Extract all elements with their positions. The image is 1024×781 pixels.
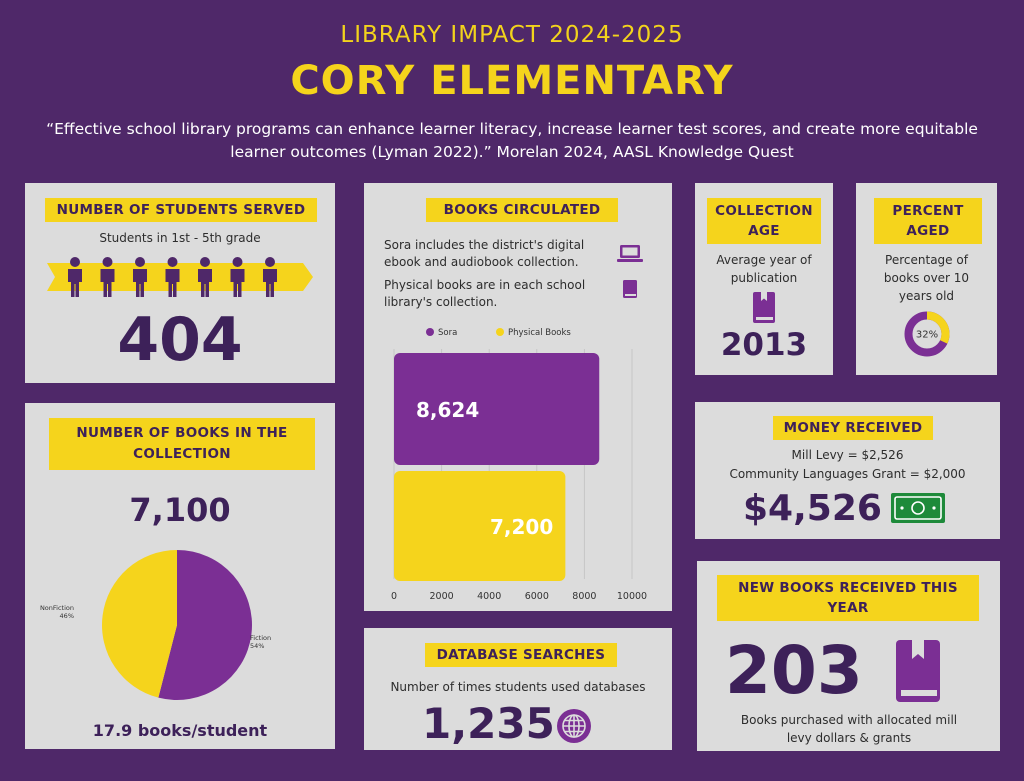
pie-label: NonFiction: [40, 604, 74, 612]
x-tick-label: 8000: [572, 591, 596, 602]
students-desc: Students in 1st - 5th grade: [99, 231, 261, 245]
page-title: CORY ELEMENTARY: [290, 58, 734, 104]
x-tick-label: 0: [391, 591, 397, 602]
person-icon: [263, 257, 277, 297]
globe-icon: [557, 709, 591, 743]
bar-data-label: 8,624: [416, 398, 479, 422]
money-tag: MONEY RECEIVED: [773, 416, 933, 440]
age-value: 2013: [720, 327, 808, 363]
students-tag: NUMBER OF STUDENTS SERVED: [45, 198, 317, 222]
x-tick-label: 6000: [525, 591, 549, 602]
collection-panel: NUMBER OF BOOKS IN THE COLLECTION 7,100 …: [25, 403, 335, 749]
person-icon: [230, 257, 245, 297]
collection-tag: NUMBER OF BOOKS IN THE COLLECTION: [49, 418, 315, 470]
circulated-note-2: Physical books are in each school librar…: [384, 278, 586, 309]
age-desc: Average year of publication: [716, 253, 812, 285]
pie-value-label: 54%: [250, 642, 264, 650]
aged-desc: Percentage of books over 10 years old: [883, 253, 970, 303]
age-tag: COLLECTION AGE: [707, 198, 821, 244]
money-line-1: Mill Levy = $2,526: [791, 448, 904, 462]
bar-sora: [394, 353, 600, 465]
aged-panel: PERCENT AGED Percentage of books over 10…: [856, 183, 997, 375]
bar-data-label: 7,200: [490, 515, 553, 539]
money-panel: MONEY RECEIVED Mill Levy = $2,526 Commun…: [695, 402, 1000, 539]
book-icon: [753, 292, 775, 323]
bar-physical-books: [394, 471, 566, 581]
students-ribbon: [47, 257, 313, 297]
aged-donut-chart: 32%: [904, 311, 950, 357]
header-quote: “Effective school library programs can e…: [46, 120, 978, 161]
money-line-2: Community Languages Grant = $2,000: [729, 467, 966, 481]
circulated-note-1: Sora includes the district's digital ebo…: [384, 238, 585, 269]
students-panel: NUMBER OF STUDENTS SERVED Students in 1s…: [25, 183, 335, 383]
database-panel: DATABASE SEARCHES Number of times studen…: [364, 628, 672, 750]
database-value: 1,235: [422, 699, 555, 748]
legend-label: Physical Books: [508, 328, 571, 338]
person-icon: [165, 257, 180, 297]
students-value: 404: [117, 305, 243, 375]
legend-swatch: [496, 328, 504, 336]
newbooks-value: 203: [725, 632, 863, 709]
money-icon: [891, 493, 945, 523]
database-tag: DATABASE SEARCHES: [425, 643, 617, 667]
circulated-tag: BOOKS CIRCULATED: [426, 198, 618, 222]
donut-center-label: 32%: [916, 330, 938, 341]
donut-segment: [904, 311, 950, 357]
age-panel: COLLECTION AGE Average year of publicati…: [695, 183, 833, 375]
book-icon: [623, 280, 637, 298]
person-icon: [68, 257, 82, 297]
circulated-panel: BOOKS CIRCULATED Sora includes the distr…: [364, 183, 672, 611]
collection-per-student: 17.9 books/student: [92, 721, 268, 740]
person-icon: [100, 257, 115, 297]
person-icon: [133, 257, 147, 297]
x-tick-label: 2000: [430, 591, 454, 602]
legend-label: Sora: [438, 328, 457, 338]
pie-value-label: 46%: [60, 612, 74, 620]
book-icon: [896, 640, 940, 702]
legend-swatch: [426, 328, 434, 336]
x-tick-label: 4000: [477, 591, 501, 602]
pie-slice-nonfiction: [101, 550, 177, 698]
aged-tag: PERCENT AGED: [874, 198, 982, 244]
newbooks-desc: Books purchased with allocated mill levy…: [740, 713, 958, 745]
pie-label: Fiction: [250, 634, 271, 642]
collection-value: 7,100: [129, 491, 231, 529]
header-subtitle: LIBRARY IMPACT 2024-2025: [340, 22, 684, 48]
x-tick-label: 10000: [617, 591, 647, 602]
money-value: $4,526: [743, 488, 882, 529]
laptop-icon: [617, 245, 643, 262]
circulated-bar-chart: Sora Physical Books 0 2000 4000 6000 8000 10000…: [391, 328, 647, 602]
person-icon: [198, 257, 212, 297]
newbooks-panel: NEW BOOKS RECEIVED THIS YEAR 203 Books p…: [697, 561, 1000, 751]
pie-slice-fiction: [158, 550, 252, 700]
newbooks-tag: NEW BOOKS RECEIVED THIS YEAR: [717, 575, 979, 621]
database-desc: Number of times students used databases: [390, 680, 646, 694]
